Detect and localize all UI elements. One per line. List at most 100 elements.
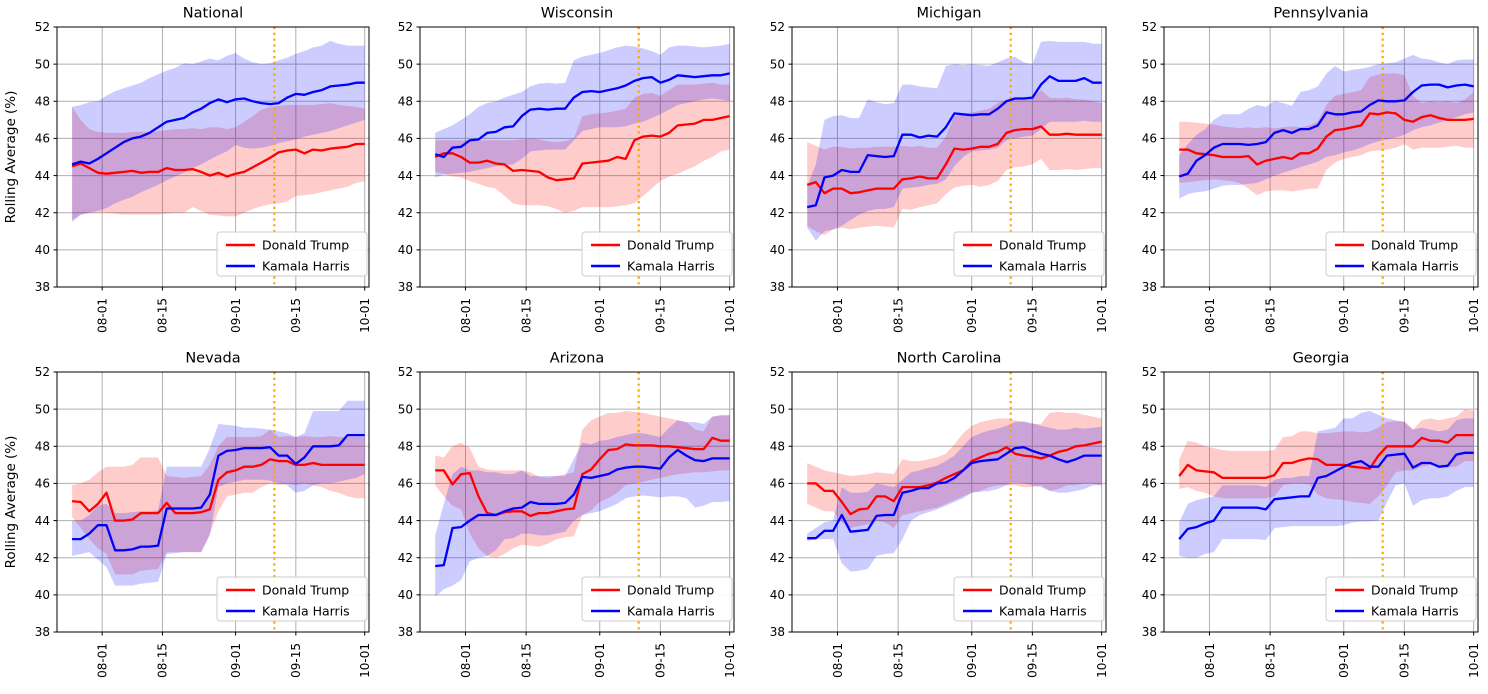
y-tick-label: 48	[398, 439, 413, 453]
trump-legend-label: Donald Trump	[262, 582, 349, 597]
plot-frame	[419, 26, 735, 288]
trump-legend-label: Donald Trump	[262, 237, 349, 252]
y-tick-label: 44	[398, 514, 413, 528]
x-axis: 08-01 08-15 09-01 09-15 10-01	[831, 287, 1109, 333]
trump-line	[434, 114, 730, 182]
harris-line	[1178, 451, 1474, 540]
x-tick-label: 09-01	[229, 643, 243, 678]
y-tick-label: 40	[1142, 588, 1157, 602]
y-tick-label: 48	[1142, 439, 1157, 453]
y-tick-label: 40	[35, 588, 50, 602]
trump-legend-label: Donald Trump	[999, 582, 1086, 597]
x-tick-label: 09-01	[229, 298, 243, 333]
harris-legend-label: Kamala Harris	[627, 258, 715, 273]
y-axis: 38 40 42 44 46 48 50 52	[35, 365, 57, 639]
subplot-canvas-national: 38 40 42 44 46 48 50 52 08-01 08-15 09-01 09-15 10-0…	[3, 6, 372, 333]
y-tick-label: 44	[35, 169, 50, 183]
subplot-canvas-michigan: 38 40 42 44 46 48 50 52 08-01 08-15 09-01 09-15 10-0…	[770, 6, 1109, 333]
x-tick-label: 08-01	[831, 298, 845, 333]
x-tick-label: 08-15	[519, 298, 533, 333]
y-tick-label: 42	[398, 551, 413, 565]
harris-line	[807, 446, 1102, 540]
harris-legend-label: Kamala Harris	[1371, 258, 1459, 273]
y-axis-label: Rolling Average (%)	[3, 91, 19, 224]
y-tick-label: 46	[1142, 477, 1157, 491]
y-tick-label: 40	[398, 243, 413, 257]
harris-confidence-band	[807, 40, 1102, 241]
trump-line	[71, 142, 365, 178]
x-tick-label: 09-15	[1026, 298, 1040, 333]
y-tick-label: 52	[770, 365, 785, 379]
y-tick-label: 44	[1142, 169, 1157, 183]
y-tick-label: 42	[1142, 206, 1157, 220]
y-axis: 38 40 42 44 46 48 50 52	[1142, 20, 1164, 294]
legend: Donald Trump Kamala Harris	[953, 576, 1105, 622]
trump-legend-label: Donald Trump	[627, 582, 714, 597]
y-tick-label: 42	[770, 551, 785, 565]
harris-line	[435, 448, 730, 568]
legend-item-harris: Kamala Harris	[591, 603, 715, 618]
harris-legend-label: Kamala Harris	[999, 603, 1087, 618]
y-tick-label: 40	[770, 243, 785, 257]
trump-line	[1178, 433, 1474, 480]
y-tick-label: 52	[398, 365, 413, 379]
y-tick-label: 52	[1142, 20, 1157, 34]
harris-legend-label: Kamala Harris	[262, 258, 350, 273]
y-tick-label: 38	[398, 625, 413, 639]
x-tick-label: 10-01	[1095, 643, 1109, 678]
legend-item-trump: Donald Trump	[963, 582, 1086, 597]
legend-item-harris: Kamala Harris	[591, 258, 715, 273]
harris-line	[806, 75, 1102, 209]
harris-confidence-band	[72, 40, 365, 223]
x-axis: 08-01 08-15 09-01 09-15 10-01	[459, 632, 737, 678]
subplot-title: North Carolina	[897, 351, 1002, 367]
harris-confidence-band	[435, 415, 730, 597]
legend-item-harris: Kamala Harris	[963, 258, 1087, 273]
trump-confidence-band	[435, 411, 730, 558]
trump-legend-label: Donald Trump	[627, 237, 714, 252]
trump-legend-label: Donald Trump	[1371, 582, 1458, 597]
harris-line	[72, 433, 365, 552]
y-tick-label: 48	[770, 94, 785, 108]
x-tick-label: 09-01	[593, 298, 607, 333]
x-tick-label: 10-01	[1467, 298, 1481, 333]
y-tick-label: 38	[398, 280, 413, 294]
subplot-national: 38 40 42 44 46 48 50 52 08-01 08-15 09-01 09-15 10-0…	[0, 0, 372, 345]
x-tick-label: 08-15	[519, 643, 533, 678]
y-axis: 38 40 42 44 46 48 50 52	[398, 20, 420, 294]
trump-confidence-band	[1179, 409, 1474, 504]
harris-confidence-band	[807, 421, 1102, 572]
subplot-title: Georgia	[1293, 351, 1350, 367]
y-tick-label: 50	[398, 402, 413, 416]
y-axis-label: Rolling Average (%)	[3, 436, 19, 569]
legend: Donald Trump Kamala Harris	[1325, 231, 1477, 277]
y-tick-label: 46	[770, 477, 785, 491]
subplot-nevada: 38 40 42 44 46 48 50 52 08-01 08-15 09-01 09-15 10-0…	[0, 345, 372, 690]
x-tick-label: 09-15	[1026, 643, 1040, 678]
y-tick-label: 52	[35, 20, 50, 34]
plot-frame	[56, 26, 370, 288]
subplot-canvas-nevada: 38 40 42 44 46 48 50 52 08-01 08-15 09-01 09-15 10-0…	[3, 351, 372, 678]
y-tick-label: 42	[35, 551, 50, 565]
x-axis: 08-01 08-15 09-01 09-15 10-01	[1203, 632, 1481, 678]
y-tick-label: 38	[770, 625, 785, 639]
x-tick-label: 09-01	[1337, 643, 1351, 678]
harris-line	[434, 72, 730, 159]
subplot-canvas-wisconsin: 38 40 42 44 46 48 50 52 08-01 08-15 09-01 09-15 10-0…	[398, 6, 737, 333]
x-axis: 08-01 08-15 09-01 09-15 10-01	[459, 287, 737, 333]
y-tick-label: 40	[398, 588, 413, 602]
trump-line	[71, 458, 365, 522]
subplot-arizona: 38 40 42 44 46 48 50 52 08-01 08-15 09-01 09-15 10-0…	[372, 345, 744, 690]
subplot-michigan: 38 40 42 44 46 48 50 52 08-01 08-15 09-01 09-15 10-0…	[744, 0, 1116, 345]
subplot-canvas-pennsylvania: 38 40 42 44 46 48 50 52 08-01 08-15 09-01 09-15 10-0…	[1142, 6, 1481, 333]
y-axis: 38 40 42 44 46 48 50 52	[398, 365, 420, 639]
y-tick-label: 46	[770, 132, 785, 146]
y-tick-label: 50	[770, 57, 785, 71]
y-tick-label: 44	[1142, 514, 1157, 528]
y-tick-label: 50	[1142, 57, 1157, 71]
legend-item-harris: Kamala Harris	[963, 603, 1087, 618]
x-tick-label: 10-01	[1095, 298, 1109, 333]
y-tick-label: 46	[35, 477, 50, 491]
x-axis: 08-01 08-15 09-01 09-15 10-01	[831, 632, 1109, 678]
x-tick-label: 09-01	[965, 298, 979, 333]
